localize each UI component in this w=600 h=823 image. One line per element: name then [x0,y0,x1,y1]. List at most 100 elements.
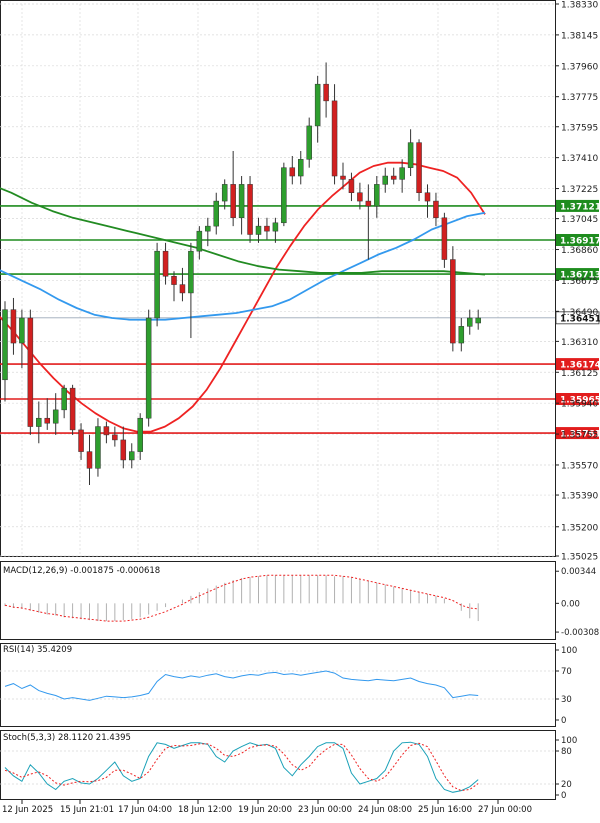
price-tick-label: 1.37775 [561,93,598,103]
rsi-tick-label: 0 [561,716,566,726]
time-tick-label: 19 Jun 20:00 [238,805,292,815]
candle-up [382,175,388,185]
moving-averages [0,161,486,433]
rsi-tick-label: 100 [561,646,577,656]
candle-up [374,184,380,207]
level-label-box [556,393,599,406]
candle-down [441,217,448,260]
candle-down [348,179,355,193]
candle-up [213,200,219,227]
candle-down [357,192,363,202]
price-tick-label: 1.37225 [561,185,598,195]
price-tick-label: 1.37595 [561,123,598,133]
candle-up [255,225,262,235]
time-tick-label: 23 Jun 00:00 [298,805,352,815]
candle-down [112,434,118,441]
time-tick-label: 12 Jun 2025 [2,805,53,815]
candle-up [221,184,228,202]
candle-down [44,417,50,424]
candle-down [103,426,110,436]
candle-down [78,429,84,452]
stoch-k-line [4,741,479,793]
candle-down [450,259,456,344]
price-tick-label: 1.35390 [561,492,598,502]
candle-down [340,175,346,180]
candle-down [424,192,431,202]
price-panel-frame [0,0,556,557]
candle-down [179,284,186,294]
candle-up [399,167,405,180]
time-tick-label: 18 Jun 12:00 [178,805,232,815]
level-label: 1.36917 [560,236,600,246]
candle-down [331,100,338,177]
candle-down [171,275,177,285]
price-tick-label: 1.35570 [561,461,598,471]
level-label: 1.36174 [560,361,600,371]
candle-down [416,142,422,193]
stoch-d-line [4,742,479,792]
level-label: 1.35965 [560,396,600,406]
candle-down [162,250,169,277]
price-axis: 1.38330 1.38145 1.37960 1.37775 1.37595 1.374… [555,1,598,563]
candle-up [137,417,143,452]
level-label-box [556,268,599,281]
time-tick-label: 15 Jun 21:01 [60,805,114,815]
time-tick-label: 27 Jun 00:00 [478,805,532,815]
level-label-box [556,427,599,440]
candle-up [306,125,312,160]
candle-up [475,317,481,324]
rsi-line [4,670,479,701]
price-tick-label: 1.37410 [561,154,598,164]
candle-down [289,167,296,177]
candle-down [433,200,439,219]
macd-tick-label: 0.00344 [561,567,596,577]
candle-up [272,222,279,232]
stoch-title: Stoch(5,3,3) 28.1120 21.4395 [3,733,131,743]
price-tick-label: 1.36860 [561,246,598,256]
candle-down [323,83,329,102]
rsi-panel-frame [0,643,556,727]
candle-up [298,159,304,177]
macd-panel: MACD(12,26,9) -0.001875 -0.000618 0.00344… [3,566,599,638]
level-label: 1.36713 [560,271,600,281]
candle-up [407,142,414,168]
rsi-title: RSI(14) 35.4209 [3,645,72,655]
candle-up [188,250,194,294]
price-tick-label: 1.35940 [561,400,598,410]
ma-mid-line [0,211,486,321]
candle-up [205,225,211,232]
candle-down [247,184,253,235]
current-price-box [555,311,600,325]
price-tick-label: 1.36490 [561,308,598,318]
level-label: 1.35761 [560,430,600,440]
stoch-panel-frame [0,730,556,800]
time-tick-label: 17 Jun 04:00 [118,805,172,815]
price-tick-label: 1.38145 [561,31,598,41]
macd-tick-label: -0.00308 [561,628,599,638]
price-tick-label: 1.36675 [561,277,598,287]
price-tick-label: 1.36310 [561,338,598,348]
level-label-box [556,199,599,212]
candle-up [61,387,67,411]
candle-up [458,326,465,344]
candle-down [365,200,372,207]
macd-tick-label: 0.00 [561,599,580,609]
candle-up [238,184,245,219]
candle-down [69,387,76,431]
stoch-tick-label: 20 [561,780,572,790]
candle-up [196,230,203,252]
candle-down [86,451,93,469]
price-tick-label: 1.38330 [561,1,598,11]
rsi-panel: RSI(14) 35.4209 100 70 30 0 [0,645,577,726]
stoch-tick-label: 80 [561,747,572,757]
candle-up [2,309,8,381]
candle-down [10,309,17,344]
stoch-tick-label: 100 [561,736,577,746]
price-tick-label: 1.37045 [561,215,598,225]
candle-up [154,250,160,319]
candle-up [36,417,42,427]
price-tick-label: 1.35200 [561,523,598,533]
candle-up [281,167,287,224]
